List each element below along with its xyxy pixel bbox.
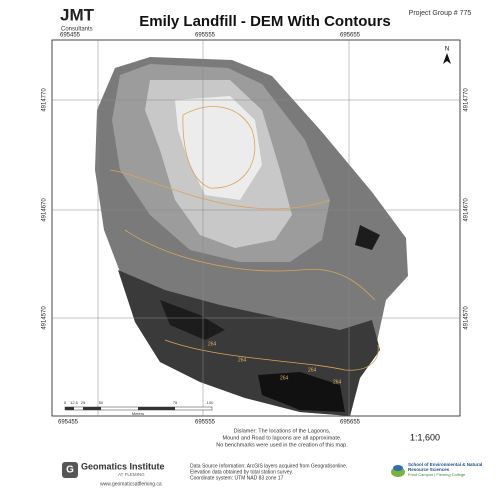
contour-label: 264	[208, 341, 217, 347]
disclaimer-line: Mound and Road to lagoons are all approx…	[223, 435, 342, 441]
grid-label: 695655	[340, 33, 361, 39]
lagoon	[355, 225, 380, 250]
grid-label: 695455	[58, 420, 79, 426]
grid-label: 695555	[195, 33, 216, 39]
scale-ratio: 1:1,600	[410, 432, 440, 442]
contour-label: 264	[280, 375, 289, 381]
data-source: Data Source Information: ArcGIS layers a…	[190, 463, 347, 481]
school-logo: School of Environmental & Natural Resour…	[391, 462, 483, 477]
dem-top	[175, 96, 262, 200]
scale-bar-segment	[65, 407, 74, 410]
grid-label: 4914770	[42, 88, 48, 112]
school-icon	[393, 465, 403, 471]
grid-label: 4914570	[464, 306, 470, 330]
scale-label: 100	[207, 400, 214, 405]
scale-bar-segment	[138, 407, 175, 410]
contour-line	[164, 339, 379, 371]
logo-icon-letter: G	[66, 465, 74, 476]
disclaimer: Dislamer: The locations of the Lagoons, …	[216, 428, 348, 448]
scale-bar: 0 12.5 25 50 75 100 Meters	[64, 400, 214, 416]
disclaimer-line: No benchmarks were used in the creation …	[216, 442, 348, 448]
contour-label: 264	[308, 367, 317, 373]
grid-label: 695555	[195, 420, 216, 426]
grid-label: 4914770	[464, 88, 470, 112]
school-name: School of Environmental & Natural Resour…	[408, 462, 483, 472]
scale-label: 12.5	[70, 400, 79, 405]
scale-label: 75	[173, 400, 178, 405]
north-arrow: N	[443, 47, 451, 64]
data-source-line: Data Source Information: ArcGIS layers a…	[190, 463, 347, 469]
grid-label: 4914570	[42, 306, 48, 330]
lagoon	[258, 372, 345, 412]
contour-line	[182, 106, 256, 189]
institute-sub: AT FLEMING	[118, 472, 145, 477]
north-label: N	[445, 47, 449, 53]
data-source-line: Elevation data obtained by total station…	[190, 469, 293, 475]
graticule	[52, 40, 460, 416]
grid-label: 4914670	[464, 198, 470, 222]
lagoon	[160, 300, 225, 340]
grid-label: 695655	[340, 420, 361, 426]
scale-label: 0	[64, 400, 67, 405]
institute-name: Geomatics Institute	[81, 461, 165, 471]
contour-label: 264	[238, 357, 247, 363]
grid-labels: 695455 695555 695655 695455 695555 69565…	[42, 33, 470, 426]
contour-label: 264	[333, 379, 342, 385]
dem	[95, 57, 408, 416]
school-campus: Frost Campus | Fleming College	[408, 472, 466, 477]
contour-line	[124, 229, 376, 301]
data-source-line: Coordinate system: UTM NAD 83 zone 17	[190, 475, 284, 481]
geomatics-logo: G Geomatics Institute AT FLEMING www.geo…	[62, 461, 165, 487]
scale-label: 25	[81, 400, 86, 405]
logo-sub: Consultants	[61, 27, 93, 33]
scale-units: Meters	[132, 411, 144, 416]
school-text-box: School of Environmental & Natural Resour…	[408, 462, 483, 477]
title: Emily Landfill - DEM With Contours	[139, 13, 391, 30]
logo-icon	[62, 462, 78, 478]
disclaimer-line: Dislamer: The locations of the Lagoons,	[234, 428, 331, 434]
logo: JMT	[60, 5, 95, 24]
grid-label: 4914670	[42, 198, 48, 222]
institute-url: www.geomaticsatfleming.ca	[100, 481, 162, 487]
contour-line	[109, 169, 331, 210]
north-arrow-shape	[443, 53, 451, 64]
project-label: Project Group # 775	[409, 10, 472, 17]
scale-bar-segment	[83, 407, 101, 410]
contour-labels: 264 264 264 264 264	[208, 341, 342, 385]
scale-label: 50	[99, 400, 104, 405]
grid-label: 695455	[60, 33, 81, 39]
